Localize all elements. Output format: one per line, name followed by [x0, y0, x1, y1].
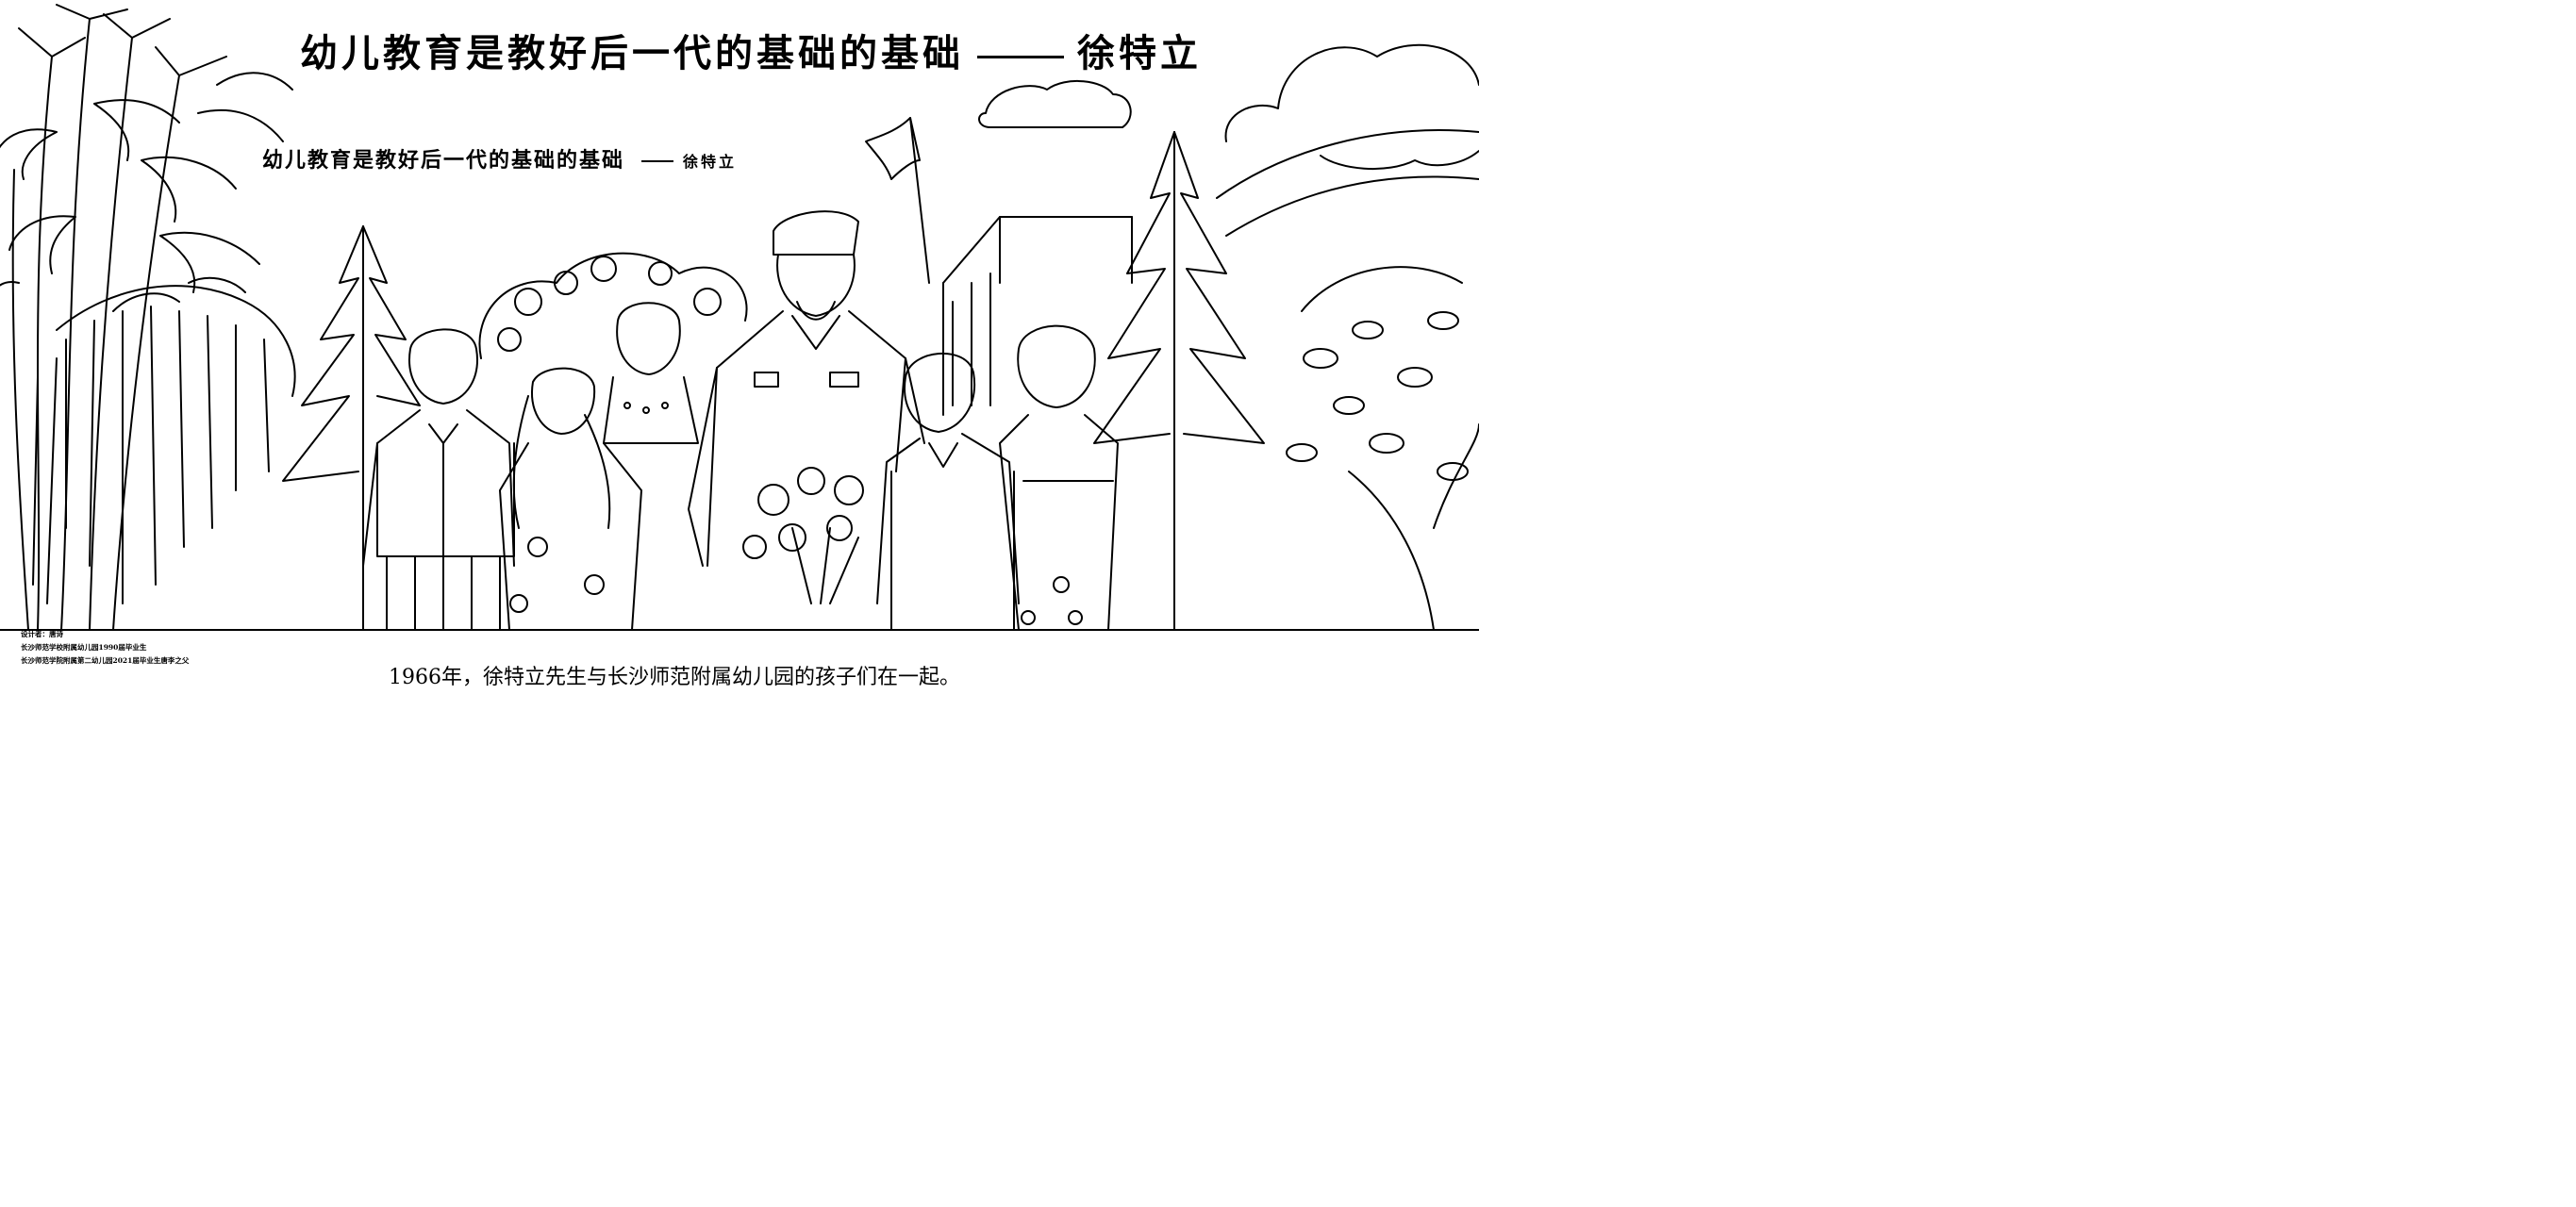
page-title: 幼儿教育是教好后一代的基础的基础 徐特立: [300, 23, 1224, 75]
building: [942, 216, 1133, 416]
girl-back-figure: [603, 302, 699, 444]
pine-tree-right: [1093, 131, 1265, 631]
girl-right-figure: [999, 324, 1119, 631]
title-author: 徐特立: [1077, 31, 1202, 75]
credit-line: 设计者：唐诗: [21, 630, 63, 638]
inner-banner: 幼儿教育是教好后一代的基础的基础 徐特立: [262, 143, 866, 177]
line-drawing-illustration: [0, 4, 1479, 631]
boy-right-figure: [876, 353, 1020, 631]
willow-tree: [32, 276, 296, 604]
bamboo-grove: [0, 4, 293, 631]
leafy-tree-right: [1286, 266, 1479, 631]
credit-line: 长沙师范学校附属幼儿园1990届毕业生: [21, 643, 147, 652]
pine-tree-left: [282, 225, 421, 631]
inner-banner-author: 徐特立: [683, 153, 738, 171]
title-text: 幼儿教育是教好后一代的基础的基础: [300, 31, 964, 75]
photo-caption: 1966年，徐特立先生与长沙师范附属幼儿园的孩子们在一起。: [389, 666, 960, 689]
inner-banner-dash: [641, 160, 674, 162]
credit-line: 长沙师范学院附属第二幼儿园2021届毕业生唐李之父: [21, 656, 190, 665]
clouds: [978, 43, 1479, 170]
boy-left-figure: [362, 328, 515, 631]
ribbon-arc: [1216, 129, 1479, 237]
girl-with-braids-figure: [499, 367, 642, 631]
credits-block: 设计者：唐诗 长沙师范学校附属幼儿园1990届毕业生 长沙师范学院附属第二幼儿园…: [21, 628, 266, 675]
elder-man-figure: [688, 210, 925, 567]
flagpole-with-flag: [865, 117, 930, 284]
inner-banner-title: 幼儿教育是教好后一代的基础的基础: [262, 148, 625, 173]
flower-bouquet: [742, 467, 864, 604]
flowering-shrub: [478, 252, 748, 359]
title-dash: [977, 55, 1064, 58]
